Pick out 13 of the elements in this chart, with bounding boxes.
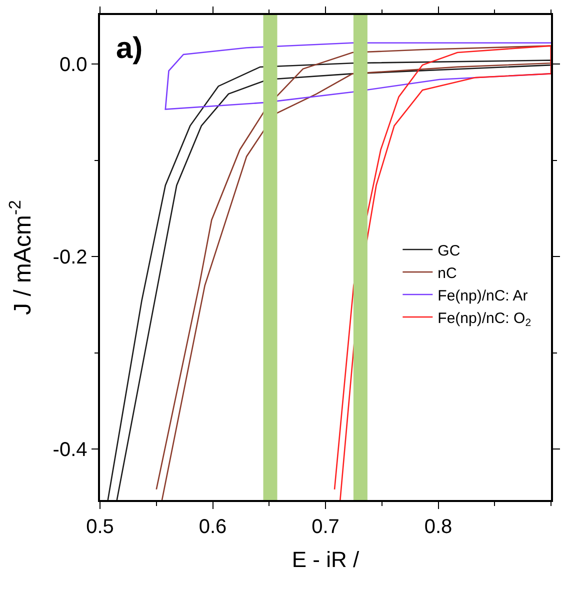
y-tick-label: -0.2 [52, 246, 88, 269]
x-tick-label: 0.7 [312, 516, 340, 538]
x-axis-title: E - iR / [292, 547, 360, 572]
x-tick-label: 0.6 [198, 516, 227, 538]
y-tick-label: -0.4 [52, 439, 88, 461]
y-tick-label: 0.0 [59, 54, 88, 76]
legend-label: GC [438, 242, 460, 260]
legend-label: Fe(np)/nC: Ar [438, 287, 528, 304]
x-tick-label: 0.8 [424, 516, 452, 538]
x-tick-label: 0.5 [86, 516, 114, 538]
annotation: a) [116, 32, 143, 65]
legend-label: nC [438, 264, 457, 282]
legend-label: Fe(np)/nC: O$_{2}$ [438, 310, 532, 329]
